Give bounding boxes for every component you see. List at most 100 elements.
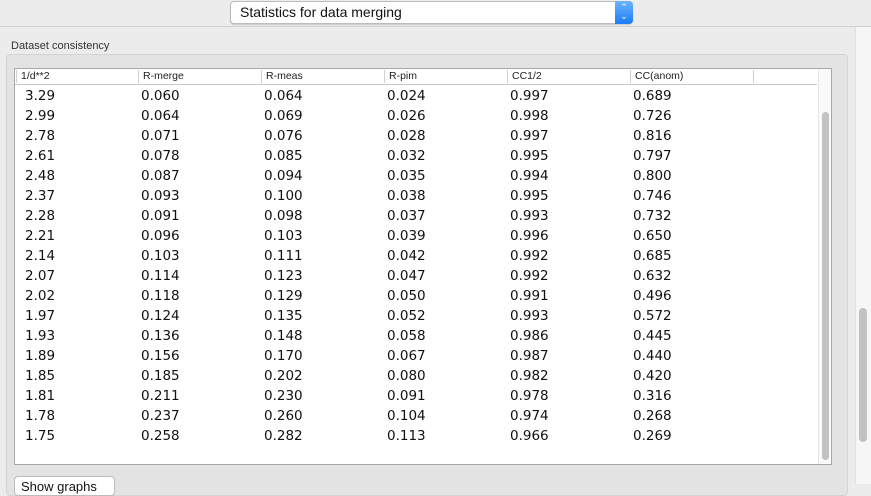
table-scrollbar[interactable] [818,69,831,464]
table-cell: 0.071 [141,128,180,144]
table-row[interactable]: 2.61 0.078 0.085 0.032 0.995 0.797 [15,146,817,166]
table-cell: 0.103 [264,228,303,244]
table-cell: 0.032 [387,148,426,164]
table-cell: 0.124 [141,308,180,324]
table-row[interactable]: 2.21 0.096 0.103 0.039 0.996 0.650 [15,226,817,246]
table-cell: 1.89 [25,348,56,364]
table-cell: 0.732 [633,208,672,224]
table-cell: 2.14 [25,248,56,264]
table-cell: 0.800 [633,168,672,184]
table-cell: 0.987 [510,348,549,364]
table-cell: 0.996 [510,228,549,244]
table-cell: 0.118 [141,288,180,304]
table-cell: 0.992 [510,268,549,284]
table-cell: 2.99 [25,108,56,124]
column-header[interactable]: CC(anom) [630,70,753,83]
table-row[interactable]: 1.97 0.124 0.135 0.052 0.993 0.572 [15,306,817,326]
page-scrollbar[interactable] [855,27,871,484]
table-cell: 0.974 [510,408,549,424]
column-header[interactable]: R-merge [138,70,261,83]
table-cell: 0.052 [387,308,426,324]
table-cell: 0.440 [633,348,672,364]
table-cell: 0.978 [510,388,549,404]
table-row[interactable]: 1.85 0.185 0.202 0.080 0.982 0.420 [15,366,817,386]
top-bar: Statistics for data merging ⌃ ⌄ [0,0,871,27]
column-header[interactable]: 1/d**2 [16,70,139,83]
show-graphs-button[interactable]: Show graphs [14,476,115,496]
table-cell: 2.28 [25,208,56,224]
table-cell: 0.067 [387,348,426,364]
table-cell: 2.07 [25,268,56,284]
table-cell: 0.994 [510,168,549,184]
table-cell: 0.966 [510,428,549,444]
table-cell: 0.050 [387,288,426,304]
table-cell: 0.091 [141,208,180,224]
table-cell: 0.632 [633,268,672,284]
table-cell: 1.97 [25,308,56,324]
table-cell: 0.998 [510,108,549,124]
table-row[interactable]: 2.37 0.093 0.100 0.038 0.995 0.746 [15,186,817,206]
table-cell: 0.136 [141,328,180,344]
table-cell: 0.028 [387,128,426,144]
table-row[interactable]: 2.02 0.118 0.129 0.050 0.991 0.496 [15,286,817,306]
table-cell: 0.986 [510,328,549,344]
table-row[interactable]: 1.93 0.136 0.148 0.058 0.986 0.445 [15,326,817,346]
table-row[interactable]: 1.78 0.237 0.260 0.104 0.974 0.268 [15,406,817,426]
table-cell: 0.047 [387,268,426,284]
table-cell: 0.316 [633,388,672,404]
table-cell: 0.496 [633,288,672,304]
table-cell: 2.37 [25,188,56,204]
table-cell: 0.069 [264,108,303,124]
table-cell: 0.995 [510,148,549,164]
table-cell: 0.156 [141,348,180,364]
table-row[interactable]: 2.99 0.064 0.069 0.026 0.998 0.726 [15,106,817,126]
table-cell: 0.797 [633,148,672,164]
table-cell: 0.268 [633,408,672,424]
table-cell: 0.170 [264,348,303,364]
table-row[interactable]: 2.78 0.071 0.076 0.028 0.997 0.816 [15,126,817,146]
table-row[interactable]: 2.07 0.114 0.123 0.047 0.992 0.632 [15,266,817,286]
column-header[interactable]: R-meas [261,70,384,83]
table-cell: 0.078 [141,148,180,164]
table-cell: 0.038 [387,188,426,204]
table-cell: 0.129 [264,288,303,304]
table-cell: 0.042 [387,248,426,264]
table-cell: 0.445 [633,328,672,344]
column-header[interactable]: CC1/2 [507,70,630,83]
page-scrollbar-thumb[interactable] [859,308,867,442]
table-cell: 0.269 [633,428,672,444]
table-cell: 0.997 [510,128,549,144]
table-cell: 1.75 [25,428,56,444]
table-cell: 0.997 [510,88,549,104]
statistics-selector[interactable]: Statistics for data merging ⌃ ⌄ [230,1,633,24]
table-cell: 0.650 [633,228,672,244]
table-cell: 0.085 [264,148,303,164]
table-row[interactable]: 3.29 0.060 0.064 0.024 0.997 0.689 [15,86,817,106]
table-cell: 2.21 [25,228,56,244]
table-cell: 0.211 [141,388,180,404]
table-row[interactable]: 1.75 0.258 0.282 0.113 0.966 0.269 [15,426,817,446]
table-cell: 0.103 [141,248,180,264]
column-header[interactable]: R-pim [384,70,507,83]
up-down-chevron-icon: ⌃ ⌄ [615,1,633,24]
table-cell: 0.726 [633,108,672,124]
table-row[interactable]: 2.28 0.091 0.098 0.037 0.993 0.732 [15,206,817,226]
table-cell: 1.78 [25,408,56,424]
table-row[interactable]: 1.81 0.211 0.230 0.091 0.978 0.316 [15,386,817,406]
table-cell: 0.982 [510,368,549,384]
table-cell: 0.111 [264,248,303,264]
table-cell: 0.104 [387,408,426,424]
table-header: 1/d**2 R-merge R-meas R-pim CC1/2 CC(anom) [15,69,817,85]
table-cell: 0.098 [264,208,303,224]
table-row[interactable]: 2.14 0.103 0.111 0.042 0.992 0.685 [15,246,817,266]
table-cell: 0.114 [141,268,180,284]
table-cell: 0.060 [141,88,180,104]
table-row[interactable]: 1.89 0.156 0.170 0.067 0.987 0.440 [15,346,817,366]
table-cell: 0.039 [387,228,426,244]
table-cell: 2.61 [25,148,56,164]
table-row[interactable]: 2.48 0.087 0.094 0.035 0.994 0.800 [15,166,817,186]
table-cell: 0.064 [141,108,180,124]
table-cell: 2.02 [25,288,56,304]
table-scrollbar-thumb[interactable] [822,112,829,460]
table-cell: 0.080 [387,368,426,384]
